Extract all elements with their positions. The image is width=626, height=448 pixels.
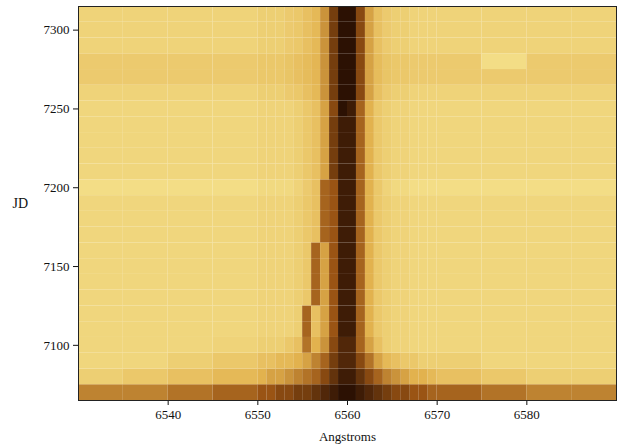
svg-text:Angstroms: Angstroms <box>319 429 376 444</box>
svg-text:6550: 6550 <box>245 407 271 422</box>
svg-text:7250: 7250 <box>44 101 70 116</box>
svg-text:6540: 6540 <box>155 407 181 422</box>
svg-text:JD: JD <box>13 196 29 211</box>
svg-text:7100: 7100 <box>44 338 70 353</box>
svg-text:7200: 7200 <box>44 180 70 195</box>
svg-text:7150: 7150 <box>44 259 70 274</box>
svg-text:6560: 6560 <box>335 407 361 422</box>
svg-text:6580: 6580 <box>514 407 540 422</box>
svg-text:6570: 6570 <box>424 407 450 422</box>
svg-text:7300: 7300 <box>44 22 70 37</box>
